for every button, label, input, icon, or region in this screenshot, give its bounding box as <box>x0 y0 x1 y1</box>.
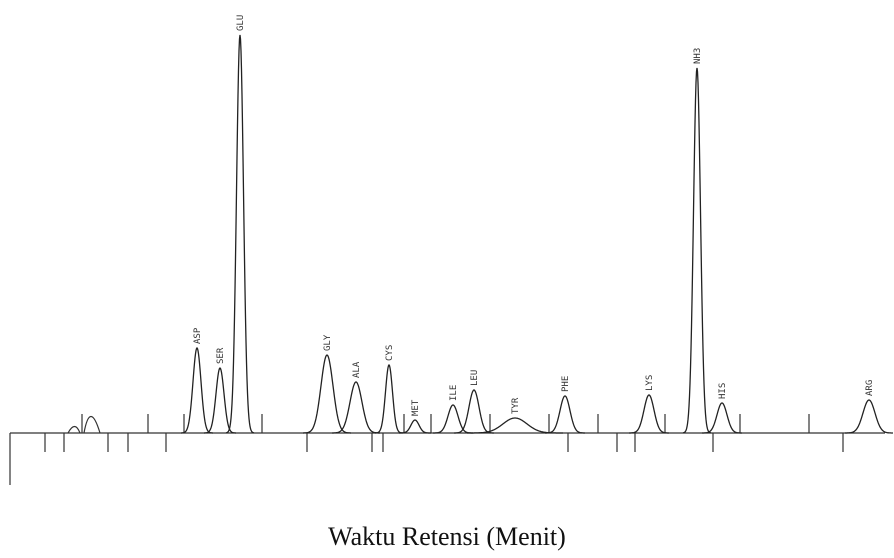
peak <box>433 404 473 434</box>
tick-marks <box>44 414 844 452</box>
peak <box>303 354 351 434</box>
peak-label: GLU <box>236 15 246 31</box>
peaks: ASP SER GLU GLY ALA CYS MET ILE LEU TYR PHE LYS NH3 H… <box>181 15 893 434</box>
peak <box>545 395 585 434</box>
peak <box>399 419 431 434</box>
time-ticks <box>44 414 844 452</box>
peak-label: GLY <box>323 334 333 351</box>
peak-label: TYR <box>511 397 521 414</box>
peak-label: PHE <box>561 376 571 392</box>
peak-label: ALA <box>352 361 362 378</box>
peak <box>375 363 403 434</box>
peak <box>629 394 669 434</box>
peak-label: CYS <box>385 345 395 361</box>
peak <box>702 402 742 434</box>
peak-label: SER <box>216 347 226 364</box>
peak <box>845 399 893 434</box>
minor-peaks <box>67 415 101 434</box>
peak <box>225 34 255 434</box>
peak-label: NH3 <box>693 48 703 64</box>
peak-label: LEU <box>470 370 480 386</box>
peak <box>181 346 213 434</box>
peak <box>682 67 712 434</box>
peak-label: HIS <box>718 383 728 399</box>
peak-label: LYS <box>645 375 655 391</box>
peak-label: ILE <box>449 385 459 401</box>
peak-label: ARG <box>865 380 875 396</box>
peak <box>204 367 236 434</box>
peak <box>332 381 380 434</box>
x-axis-label: Waktu Retensi (Menit) <box>328 522 566 551</box>
peak-label: ASP <box>193 327 203 344</box>
peak-label: MET <box>411 399 421 416</box>
